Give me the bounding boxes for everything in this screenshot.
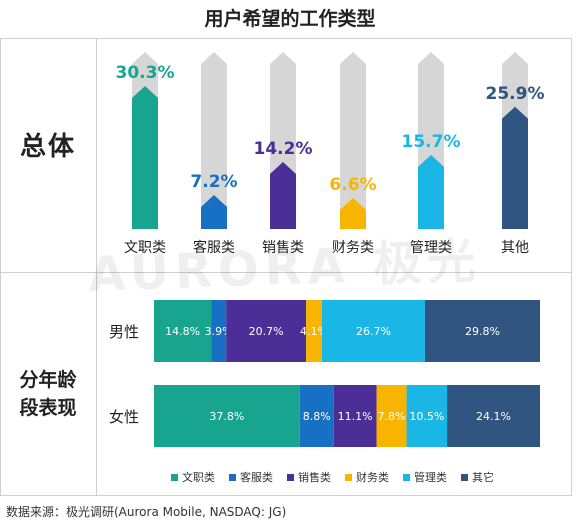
bar-管理类 bbox=[418, 154, 444, 229]
segment-文职类 bbox=[154, 300, 212, 362]
value-label: 30.3% bbox=[116, 63, 175, 83]
legend-swatch bbox=[403, 474, 410, 481]
segment-销售类 bbox=[333, 385, 377, 447]
bar-销售类 bbox=[270, 161, 296, 229]
legend-swatch bbox=[171, 474, 178, 481]
segment-其它 bbox=[447, 385, 540, 447]
row-label: 男性 bbox=[109, 323, 139, 341]
section-label-age-text: 分年龄段表现 bbox=[19, 369, 77, 419]
section-label-age: 分年龄段表现 bbox=[0, 366, 96, 422]
section-label-overall: 总体 bbox=[19, 132, 76, 162]
legend-label: 客服类 bbox=[240, 470, 273, 484]
bar-track bbox=[201, 52, 227, 229]
value-label: 6.6% bbox=[329, 175, 376, 195]
bar-其他 bbox=[502, 106, 528, 229]
overall-bar-chart: 30.3% 文职类 7.2% 客服类 14.2% 销售类 6.6% 财务类 15.7% 管理类 25… bbox=[116, 52, 545, 256]
segment-管理类 bbox=[406, 385, 448, 447]
source-note: 数据来源：极光调研(Aurora Mobile, NASDAQ: JG) bbox=[6, 505, 287, 519]
category-label: 文职类 bbox=[124, 240, 166, 256]
category-label: 销售类 bbox=[262, 240, 304, 256]
segment-label: 8.8% bbox=[303, 410, 331, 423]
segment-label: 11.1% bbox=[338, 410, 373, 423]
legend-label: 管理类 bbox=[414, 470, 447, 484]
bar-财务类 bbox=[340, 197, 366, 229]
bar-track bbox=[340, 52, 366, 229]
segment-客服类 bbox=[299, 385, 334, 447]
value-label: 25.9% bbox=[486, 84, 545, 104]
segment-label: 7.8% bbox=[378, 410, 406, 423]
segment-label: 29.8% bbox=[465, 325, 500, 338]
segment-label: 3.9% bbox=[205, 325, 233, 338]
legend-swatch bbox=[461, 474, 468, 481]
category-label: 客服类 bbox=[193, 239, 235, 256]
legend-label: 文职类 bbox=[182, 470, 215, 484]
value-label: 14.2% bbox=[254, 139, 313, 159]
legend-swatch bbox=[287, 474, 294, 481]
chart-frame bbox=[0, 38, 572, 496]
segment-销售类 bbox=[226, 300, 307, 362]
value-label: 7.2% bbox=[190, 172, 237, 192]
chart-title: 用户希望的工作类型 bbox=[204, 8, 376, 30]
legend-label: 财务类 bbox=[356, 470, 389, 484]
category-label: 管理类 bbox=[410, 240, 452, 256]
segment-财务类 bbox=[306, 300, 322, 362]
legend-swatch bbox=[229, 474, 236, 481]
segment-管理类 bbox=[321, 300, 425, 362]
segment-label: 24.1% bbox=[476, 410, 511, 423]
bar-客服类 bbox=[201, 195, 227, 229]
value-label: 15.7% bbox=[402, 132, 461, 152]
segment-文职类 bbox=[154, 385, 300, 447]
section-divider bbox=[0, 272, 572, 273]
segment-label: 26.7% bbox=[356, 325, 391, 338]
category-label: 财务类 bbox=[332, 240, 374, 256]
segment-label: 4.1% bbox=[300, 325, 328, 338]
bar-文职类 bbox=[132, 86, 158, 229]
segment-label: 14.8% bbox=[165, 325, 200, 338]
segment-财务类 bbox=[376, 385, 407, 447]
segment-label: 10.5% bbox=[409, 410, 444, 423]
legend-label: 销售类 bbox=[298, 470, 331, 484]
category-label: 其他 bbox=[501, 240, 529, 256]
segment-其它 bbox=[424, 300, 540, 362]
legend-label: 其它 bbox=[472, 470, 494, 484]
segment-客服类 bbox=[211, 300, 227, 362]
segment-label: 37.8% bbox=[209, 410, 244, 423]
stacked-bar-chart: 男性 14.8% 3.9% 20.7% 4.1% 26.7% 29.8% 女性 37.8% 8.8… bbox=[109, 300, 540, 484]
row-label: 女性 bbox=[109, 408, 139, 426]
legend-swatch bbox=[345, 474, 352, 481]
label-column-divider bbox=[96, 38, 97, 496]
segment-label: 20.7% bbox=[249, 325, 284, 338]
